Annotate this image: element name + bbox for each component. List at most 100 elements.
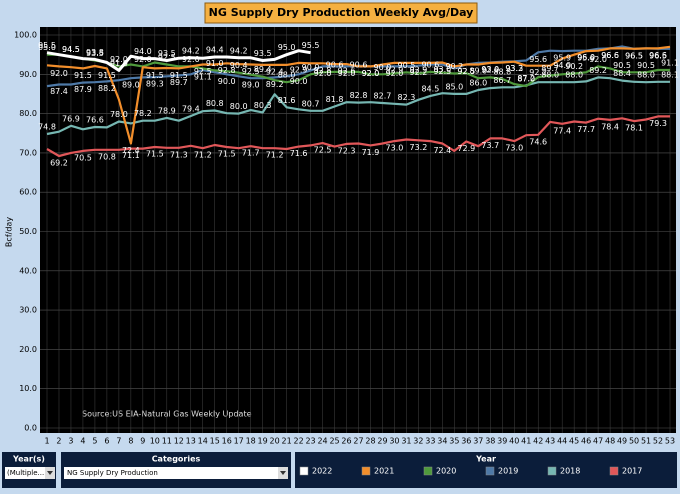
data-label: 92.2 [409,68,427,77]
data-label: 82.7 [374,91,392,100]
data-label: 92.0 [50,69,68,78]
data-label: 81.6 [278,96,296,105]
data-label: 92.9 [290,65,308,74]
legend-label: 2021 [374,467,394,476]
x-tick-label: 18 [246,437,256,446]
data-label: 95.6 [529,55,547,64]
x-tick-label: 25 [329,437,339,446]
data-label: 80.7 [302,99,320,108]
data-label: 71.7 [242,149,260,158]
data-label: 89.7 [170,78,188,87]
x-tick-label: 43 [545,437,555,446]
data-label: 71.6 [290,149,308,158]
x-tick-label: 29 [377,437,387,446]
data-label: 80.3 [254,101,272,110]
legend-label: 2019 [498,467,518,476]
series-line [46,49,311,72]
x-tick-label: 13 [186,437,196,446]
data-label: 91.0 [206,59,224,68]
data-label: 78.1 [625,124,643,133]
x-tick-label: 20 [270,437,280,446]
x-tick-label: 46 [581,437,591,446]
data-label: 89.0 [122,81,140,90]
data-label: 92.0 [182,55,200,64]
year-filter-value[interactable]: (Multiple... [7,469,44,477]
y-tick-label: 0.0 [24,424,37,433]
data-label: 92.8 [218,66,236,75]
y-tick-label: 40.0 [19,266,37,275]
x-tick-label: 36 [461,437,471,446]
data-label: 92.0 [134,55,152,64]
x-tick-label: 34 [437,437,447,446]
title-box [204,2,478,24]
x-tick-label: 6 [104,437,109,446]
data-label: 72.5 [314,146,332,155]
data-label: 96.6 [601,51,619,60]
data-label: 76.9 [62,114,80,123]
data-label: 88.0 [637,71,655,80]
series-line [46,45,671,145]
data-label: 72.9 [457,144,475,153]
data-label: 93.8 [86,48,104,57]
data-label: 78.0 [110,110,128,119]
data-label: 73.0 [505,144,523,153]
category-filter-value[interactable]: NG Supply Dry Production [67,469,158,477]
x-tick-label: 35 [449,437,459,446]
x-tick-label: 52 [653,437,663,446]
data-label: 96.6 [649,51,667,60]
data-label: 90.4 [230,61,248,70]
data-label: 71.1 [122,151,140,160]
x-tick-label: 1 [44,437,49,446]
x-tick-label: 40 [509,437,519,446]
data-label: 96.5 [625,51,643,60]
data-label: 91.5 [74,71,92,80]
x-tick-label: 31 [401,437,411,446]
data-label: 89.0 [469,67,487,76]
data-label: 89.0 [242,81,260,90]
x-tick-label: 48 [605,437,615,446]
plot-background [40,27,676,433]
x-tick-label: 37 [473,437,483,446]
data-label: 88.0 [278,71,296,80]
data-label: 87.4 [50,87,68,96]
x-tick-label: 49 [617,437,627,446]
legend-title: Year [475,455,496,464]
data-label: 92.5 [457,67,475,76]
y-axis-label: Bcf/day [5,217,14,247]
y-tick-label: 80.0 [19,109,37,118]
legend-swatch [547,466,557,476]
data-label: 78.9 [158,106,176,115]
data-label: 91.5 [170,71,188,80]
data-label: 71.2 [266,151,284,160]
x-tick-label: 23 [305,437,315,446]
data-label: 95.0 [38,43,56,52]
x-tick-label: 51 [641,437,651,446]
data-label: 73.0 [386,144,404,153]
data-label: 96.0 [577,53,595,62]
data-label: 92.9 [481,65,499,74]
data-label: 92.8 [314,66,332,75]
data-label: 71.5 [218,150,236,159]
data-label: 72.3 [338,146,356,155]
data-label: 92.4 [266,67,284,76]
x-tick-label: 45 [569,437,579,446]
data-label: 73.2 [409,143,427,152]
data-label: 72.4 [433,146,451,155]
x-tick-label: 38 [485,437,495,446]
year-filter-box[interactable] [5,467,45,479]
data-label: 85.0 [445,82,463,91]
data-label: 87.2 [517,74,535,83]
year-filter-label: Year(s) [12,455,45,464]
data-label: 91.1 [194,72,212,81]
data-label: 81.8 [326,95,344,104]
category-filter-box[interactable] [64,467,278,479]
legend-swatch [361,466,371,476]
data-label: 91.0 [110,59,128,68]
chart-title: NG Supply Dry Production Weekly Avg/Day [209,6,474,19]
dropdown-arrow [47,471,53,475]
data-label: 90.5 [398,61,416,70]
data-label: 92.6 [338,67,356,76]
legend-label: 2018 [560,467,580,476]
data-label: 90.0 [374,63,392,72]
x-tick-label: 5 [92,437,97,446]
